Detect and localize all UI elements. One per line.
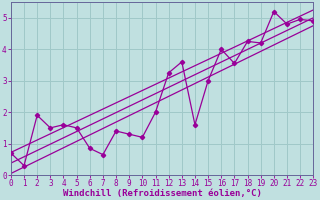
X-axis label: Windchill (Refroidissement éolien,°C): Windchill (Refroidissement éolien,°C)	[63, 189, 261, 198]
